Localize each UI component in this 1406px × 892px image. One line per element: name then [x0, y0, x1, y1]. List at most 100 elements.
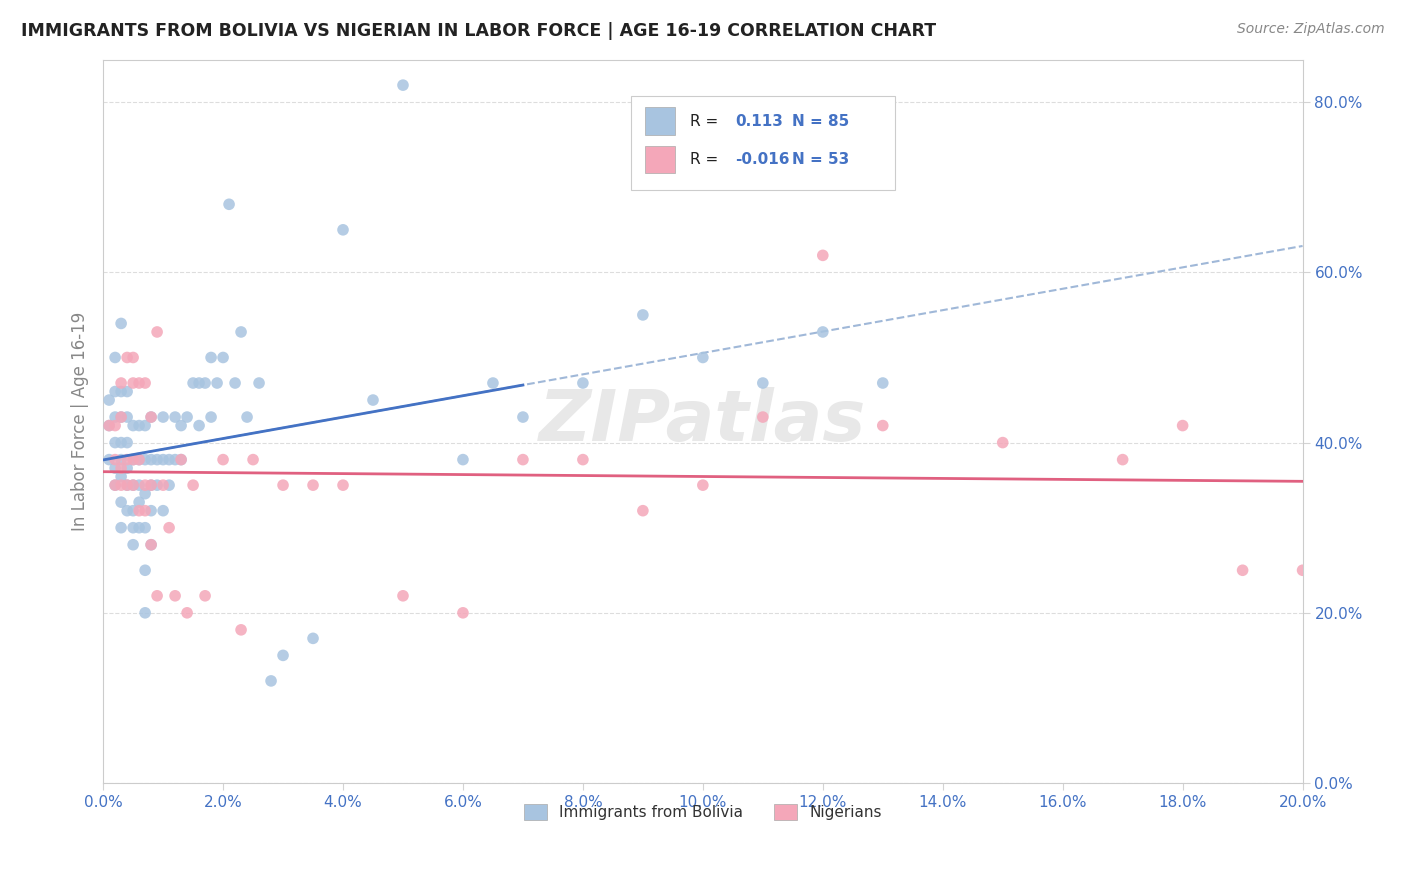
- Point: [122, 504, 145, 518]
- Point: [170, 452, 193, 467]
- Text: N = 53: N = 53: [792, 152, 849, 167]
- Point: [392, 78, 415, 92]
- Point: [128, 452, 150, 467]
- FancyBboxPatch shape: [631, 95, 894, 190]
- Point: [134, 376, 156, 390]
- Point: [104, 452, 127, 467]
- Text: Source: ZipAtlas.com: Source: ZipAtlas.com: [1237, 22, 1385, 37]
- Point: [139, 538, 162, 552]
- Y-axis label: In Labor Force | Age 16-19: In Labor Force | Age 16-19: [72, 311, 89, 531]
- Point: [122, 452, 145, 467]
- Point: [128, 504, 150, 518]
- Point: [122, 521, 145, 535]
- Point: [110, 435, 132, 450]
- Point: [115, 410, 138, 425]
- Point: [229, 325, 252, 339]
- Point: [188, 376, 211, 390]
- Point: [110, 410, 132, 425]
- Point: [115, 478, 138, 492]
- Point: [134, 478, 156, 492]
- Point: [872, 376, 894, 390]
- Point: [242, 452, 264, 467]
- Point: [104, 351, 127, 365]
- Point: [139, 478, 162, 492]
- Bar: [645, 145, 675, 173]
- Point: [188, 418, 211, 433]
- Point: [115, 452, 138, 467]
- Text: -0.016: -0.016: [735, 152, 790, 167]
- Point: [122, 452, 145, 467]
- Point: [110, 495, 132, 509]
- Point: [181, 478, 204, 492]
- Point: [200, 351, 222, 365]
- Point: [115, 351, 138, 365]
- Point: [260, 673, 283, 688]
- Point: [146, 589, 169, 603]
- Point: [165, 410, 187, 425]
- Point: [236, 410, 259, 425]
- Point: [146, 325, 169, 339]
- Point: [152, 478, 174, 492]
- Point: [181, 376, 204, 390]
- Point: [146, 478, 169, 492]
- Point: [212, 452, 235, 467]
- Point: [115, 478, 138, 492]
- Point: [146, 452, 169, 467]
- Point: [451, 606, 474, 620]
- Point: [115, 461, 138, 475]
- Point: [271, 478, 294, 492]
- Point: [991, 435, 1014, 450]
- Point: [165, 452, 187, 467]
- Point: [134, 504, 156, 518]
- Point: [205, 376, 228, 390]
- Text: R =: R =: [690, 152, 718, 167]
- Point: [110, 384, 132, 399]
- Point: [1291, 563, 1313, 577]
- Point: [152, 410, 174, 425]
- Point: [512, 410, 534, 425]
- Point: [122, 351, 145, 365]
- Point: [176, 606, 198, 620]
- Point: [122, 538, 145, 552]
- Text: ZIPatlas: ZIPatlas: [538, 387, 866, 456]
- Point: [134, 418, 156, 433]
- Point: [218, 197, 240, 211]
- Point: [122, 418, 145, 433]
- Point: [110, 521, 132, 535]
- Point: [392, 589, 415, 603]
- Point: [157, 478, 180, 492]
- Point: [98, 418, 121, 433]
- Point: [200, 410, 222, 425]
- Point: [122, 478, 145, 492]
- Point: [872, 418, 894, 433]
- Point: [572, 376, 595, 390]
- Point: [332, 223, 354, 237]
- Point: [152, 504, 174, 518]
- Point: [110, 376, 132, 390]
- Point: [482, 376, 505, 390]
- Point: [128, 418, 150, 433]
- Point: [110, 461, 132, 475]
- Text: R =: R =: [690, 113, 718, 128]
- Point: [98, 418, 121, 433]
- Point: [229, 623, 252, 637]
- Point: [110, 469, 132, 483]
- Point: [170, 418, 193, 433]
- Point: [115, 504, 138, 518]
- Point: [122, 478, 145, 492]
- Point: [157, 452, 180, 467]
- Point: [110, 478, 132, 492]
- Point: [152, 452, 174, 467]
- Point: [139, 410, 162, 425]
- Point: [165, 589, 187, 603]
- Point: [110, 452, 132, 467]
- Point: [631, 504, 654, 518]
- Point: [128, 452, 150, 467]
- Point: [139, 452, 162, 467]
- Point: [157, 521, 180, 535]
- Point: [134, 606, 156, 620]
- Point: [361, 392, 384, 407]
- Point: [212, 351, 235, 365]
- Point: [104, 478, 127, 492]
- Point: [170, 452, 193, 467]
